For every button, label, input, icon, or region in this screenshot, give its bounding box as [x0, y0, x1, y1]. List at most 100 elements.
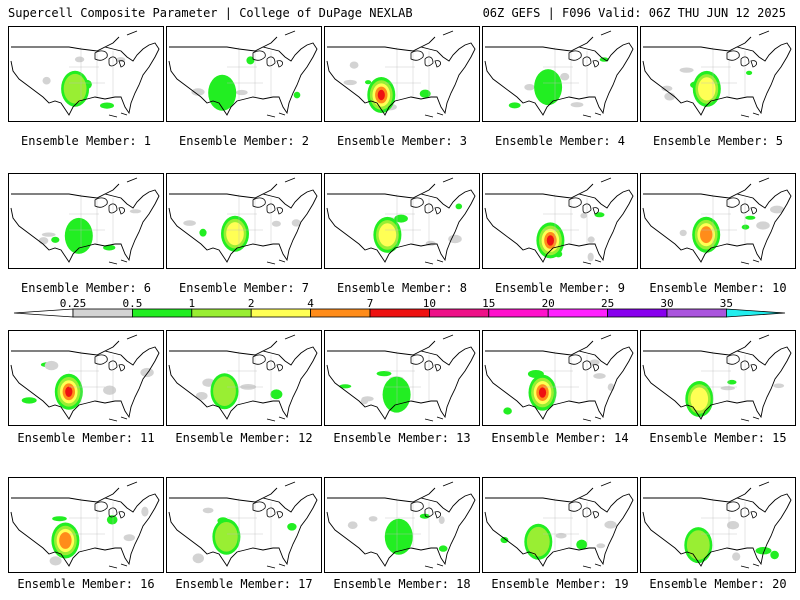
us-map [642, 481, 792, 569]
ensemble-member-map [166, 330, 322, 426]
colorbar-tick-label: 10 [422, 297, 437, 310]
colorbar-segment [726, 308, 786, 318]
coastline [484, 189, 634, 263]
great-lakes [94, 50, 125, 68]
coastline [10, 189, 160, 263]
us-map [10, 177, 160, 265]
ensemble-member-map [166, 477, 322, 573]
us-map [168, 481, 318, 569]
us-map [168, 30, 318, 118]
colorbar-tick-label: 0.5 [122, 297, 143, 310]
ensemble-member-caption: Ensemble Member: 2 [178, 134, 310, 148]
coastline [168, 493, 318, 567]
great-lakes [568, 501, 599, 519]
coastline [168, 42, 318, 116]
ensemble-member-caption: Ensemble Member: 9 [494, 281, 626, 295]
scp-contours [38, 209, 142, 254]
great-lakes [726, 197, 757, 215]
ensemble-member-caption: Ensemble Member: 18 [333, 577, 471, 591]
us-map [326, 334, 476, 422]
ensemble-member-map [324, 173, 480, 269]
colorbar-segment [191, 308, 252, 318]
colorbar-tick-label: 4 [307, 297, 314, 310]
colorbar-segment [310, 308, 371, 318]
ensemble-member-caption: Ensemble Member: 14 [491, 431, 629, 445]
scp-contours [500, 520, 617, 560]
ensemble-member-map [482, 477, 638, 573]
ensemble-member-caption: Ensemble Member: 20 [649, 577, 787, 591]
colorbar-segment [488, 308, 549, 318]
ensemble-member-map [324, 477, 480, 573]
ensemble-member-map [640, 477, 796, 573]
ensemble-member-caption: Ensemble Member: 3 [336, 134, 468, 148]
great-lakes [94, 501, 125, 519]
ensemble-member-map [324, 26, 480, 122]
ensemble-member-caption: Ensemble Member: 6 [20, 281, 152, 295]
coastline [10, 42, 160, 116]
coastline [484, 346, 634, 420]
colorbar-segment [607, 308, 668, 318]
ensemble-member-caption: Ensemble Member: 11 [17, 431, 155, 445]
ensemble-member-caption: Ensemble Member: 16 [17, 577, 155, 591]
great-lakes [726, 354, 757, 372]
us-map [484, 177, 634, 265]
colorbar-tick-label: 25 [600, 297, 615, 310]
ensemble-member-caption: Ensemble Member: 15 [649, 431, 787, 445]
ensemble-member-caption: Ensemble Member: 8 [336, 281, 468, 295]
map-title: Supercell Composite Parameter | College … [8, 6, 413, 20]
great-lakes [410, 50, 441, 68]
great-lakes [94, 354, 125, 372]
colorbar-segment [369, 308, 430, 318]
scp-contours [685, 379, 785, 417]
scp-contours [339, 371, 411, 413]
scp-contours [536, 212, 605, 262]
us-map [484, 334, 634, 422]
ensemble-member-map [324, 330, 480, 426]
great-lakes [568, 50, 599, 68]
us-map [642, 30, 792, 118]
great-lakes [252, 50, 283, 68]
ensemble-member-caption: Ensemble Member: 17 [175, 577, 313, 591]
great-lakes [410, 197, 441, 215]
coastline [642, 493, 792, 567]
coastline [642, 42, 792, 116]
us-map [10, 30, 160, 118]
ensemble-member-map [8, 477, 164, 573]
us-map [484, 30, 634, 118]
colorbar-tick-label: 0.25 [59, 297, 87, 310]
ensemble-member-map [8, 173, 164, 269]
great-lakes [252, 501, 283, 519]
us-map [168, 177, 318, 265]
ensemble-member-map [166, 173, 322, 269]
scp-contours [192, 507, 297, 564]
scp-contours [679, 205, 785, 253]
scp-contours [347, 513, 448, 555]
scp-contours [503, 359, 615, 415]
us-map [642, 334, 792, 422]
coastline [326, 42, 476, 116]
colorbar-ramp [13, 308, 786, 318]
us-map [168, 334, 318, 422]
coastline [484, 42, 634, 116]
ensemble-member-map [482, 173, 638, 269]
coastline [326, 346, 476, 420]
colorbar-segment [131, 308, 193, 318]
great-lakes [94, 197, 125, 215]
great-lakes [726, 50, 757, 68]
great-lakes [252, 354, 283, 372]
colorbar-segment [547, 308, 609, 318]
great-lakes [252, 197, 283, 215]
ensemble-member-caption: Ensemble Member: 10 [649, 281, 787, 295]
us-map [10, 334, 160, 422]
colorbar-tick-label: 15 [482, 297, 496, 310]
scp-contours [195, 373, 283, 410]
colorbar-segment [250, 308, 311, 318]
coastline [10, 346, 160, 420]
ensemble-member-caption: Ensemble Member: 12 [175, 431, 313, 445]
coastline [10, 493, 160, 567]
colorbar-segment [72, 308, 133, 318]
colorbar-tail-left [13, 308, 74, 318]
ensemble-member-map [8, 26, 164, 122]
ensemble-member-map [640, 330, 796, 426]
ensemble-member-map [482, 330, 638, 426]
